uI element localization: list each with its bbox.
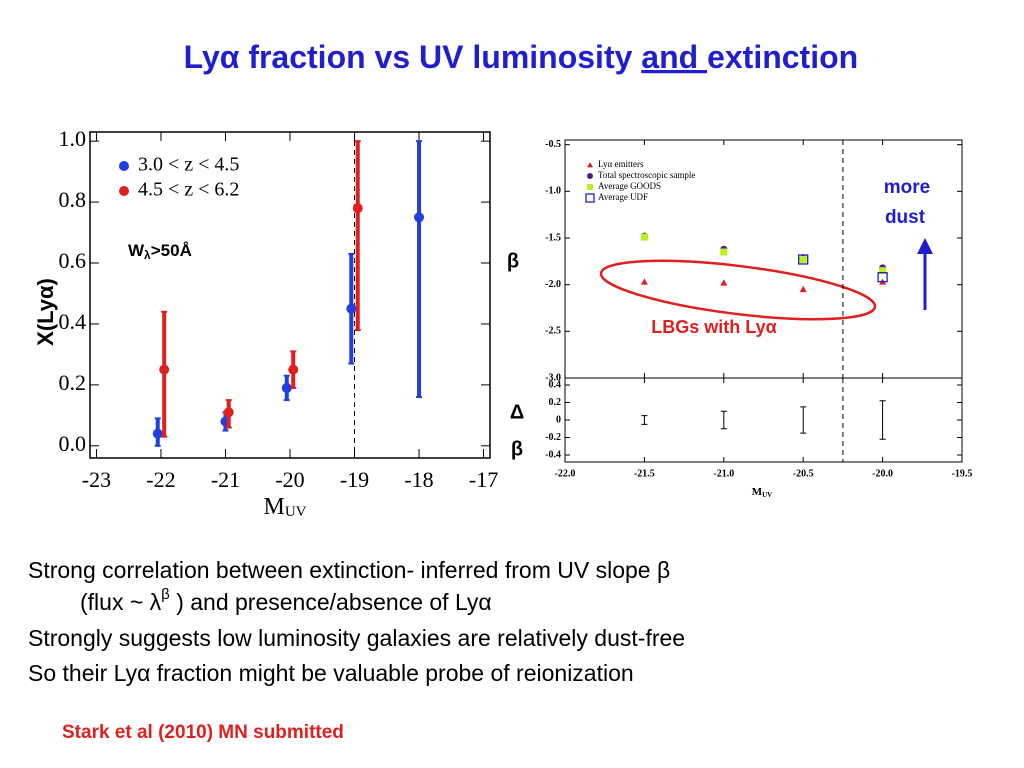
highlight-ellipse [599, 259, 877, 321]
annotation: Wλ>50Å [128, 241, 192, 262]
point [587, 162, 593, 168]
title-part: and [641, 39, 707, 75]
annotation-part: λ [144, 248, 151, 262]
point [288, 364, 299, 375]
title-part: Lyα fraction vs UV luminosity [184, 39, 642, 75]
y-tick-label: 0.2 [59, 370, 87, 395]
point [352, 203, 363, 214]
annotation: LBGs with Lyα [651, 317, 776, 337]
x-axis-label: MUV [263, 494, 306, 521]
y-tick-label: -0.4 [545, 449, 561, 460]
annotation: more [884, 177, 930, 198]
y-tick-label: 0.4 [59, 309, 87, 334]
point [152, 428, 163, 439]
y-tick-label: 0.8 [59, 187, 87, 212]
x-tick-label: -21.0 [713, 468, 734, 479]
title-part: extinction [707, 39, 858, 75]
point [159, 364, 170, 375]
x-axis-label-part: UV [285, 504, 307, 520]
x-tick-label: -20 [275, 467, 304, 492]
point [720, 248, 728, 256]
point [587, 173, 593, 179]
legend-label: Average GOODS [598, 181, 661, 191]
legend-label: Lyα emitters [598, 159, 644, 169]
arrow-head [917, 238, 933, 254]
x-tick-label: -22.0 [555, 468, 576, 479]
y-tick-label: 0.6 [59, 248, 87, 273]
y-axis-label: X(Lyα) [33, 278, 58, 346]
x-axis-label-part: M [263, 494, 284, 520]
point [640, 233, 648, 241]
y-tick-label: 0.0 [59, 431, 87, 456]
y-tick-label: 1.0 [59, 126, 87, 151]
x-tick-label: -20.5 [793, 468, 814, 479]
y-tick-label: 0.2 [549, 397, 562, 408]
y-tick-label: -1.5 [545, 232, 561, 243]
y-tick-label: -1.0 [545, 186, 561, 197]
point [414, 212, 425, 223]
point [281, 382, 292, 393]
annotation-part: W [128, 241, 145, 260]
y-tick-label: 0 [556, 414, 561, 425]
x-axis-label-part: UV [762, 491, 772, 499]
point [879, 267, 887, 275]
body-part: ) and presence/absence of Lyα [170, 589, 492, 615]
body-line: (flux ~ λβ ) and presence/absence of Lyα [80, 586, 492, 615]
x-tick-label: -23 [82, 467, 111, 492]
x-tick-label: -19 [340, 467, 369, 492]
point [799, 255, 807, 263]
y-tick-label: -0.2 [545, 432, 561, 443]
legend-label: Average UDF [598, 192, 648, 202]
annotation-part: >50Å [151, 241, 192, 260]
y-tick-label: 0.4 [549, 379, 562, 390]
y-tick-label: -0.5 [545, 139, 561, 150]
x-tick-label: -17 [469, 467, 498, 492]
x-tick-label: -19.5 [952, 468, 973, 479]
x-axis-label-part: M [752, 486, 763, 498]
annotation: dust [885, 207, 926, 228]
point [223, 407, 234, 418]
x-tick-label: -22 [146, 467, 175, 492]
x-axis-label: MUV [752, 486, 773, 499]
body-part: β [161, 586, 170, 603]
x-tick-label: -20.0 [872, 468, 893, 479]
point [346, 303, 357, 314]
y-tick-label: -3.0 [545, 372, 561, 383]
point [798, 254, 809, 265]
point [877, 272, 888, 283]
legend-label: Total spectroscopic sample [598, 170, 695, 180]
body-part: (flux ~ λ [80, 589, 162, 615]
x-tick-label: -21.5 [634, 468, 655, 479]
legend-swatch [119, 186, 129, 196]
y-axis-label: Δ [510, 401, 524, 423]
body-line: So their Lyα fraction might be valuable … [28, 660, 634, 686]
y-axis-label: β [511, 438, 523, 460]
point [585, 193, 595, 203]
citation: Stark et al (2010) MN submitted [62, 722, 344, 743]
point [799, 285, 807, 293]
point [640, 278, 648, 285]
y-axis-label: β [507, 250, 519, 272]
slide-title: Lyα fraction vs UV luminosity and extinc… [139, 39, 885, 75]
legend-swatch [119, 161, 129, 171]
x-tick-label: -18 [404, 467, 433, 492]
y-tick-label: -2.5 [545, 326, 561, 337]
x-tick-label: -21 [211, 467, 240, 492]
legend-label: 3.0 < z < 4.5 [138, 154, 239, 176]
point [720, 279, 728, 286]
y-tick-label: -2.0 [545, 279, 561, 290]
body-line: Strongly suggests low luminosity galaxie… [28, 625, 685, 651]
body-line: Strong correlation between extinction- i… [28, 557, 670, 583]
point [587, 184, 593, 190]
legend-label: 4.5 < z < 6.2 [138, 179, 239, 201]
